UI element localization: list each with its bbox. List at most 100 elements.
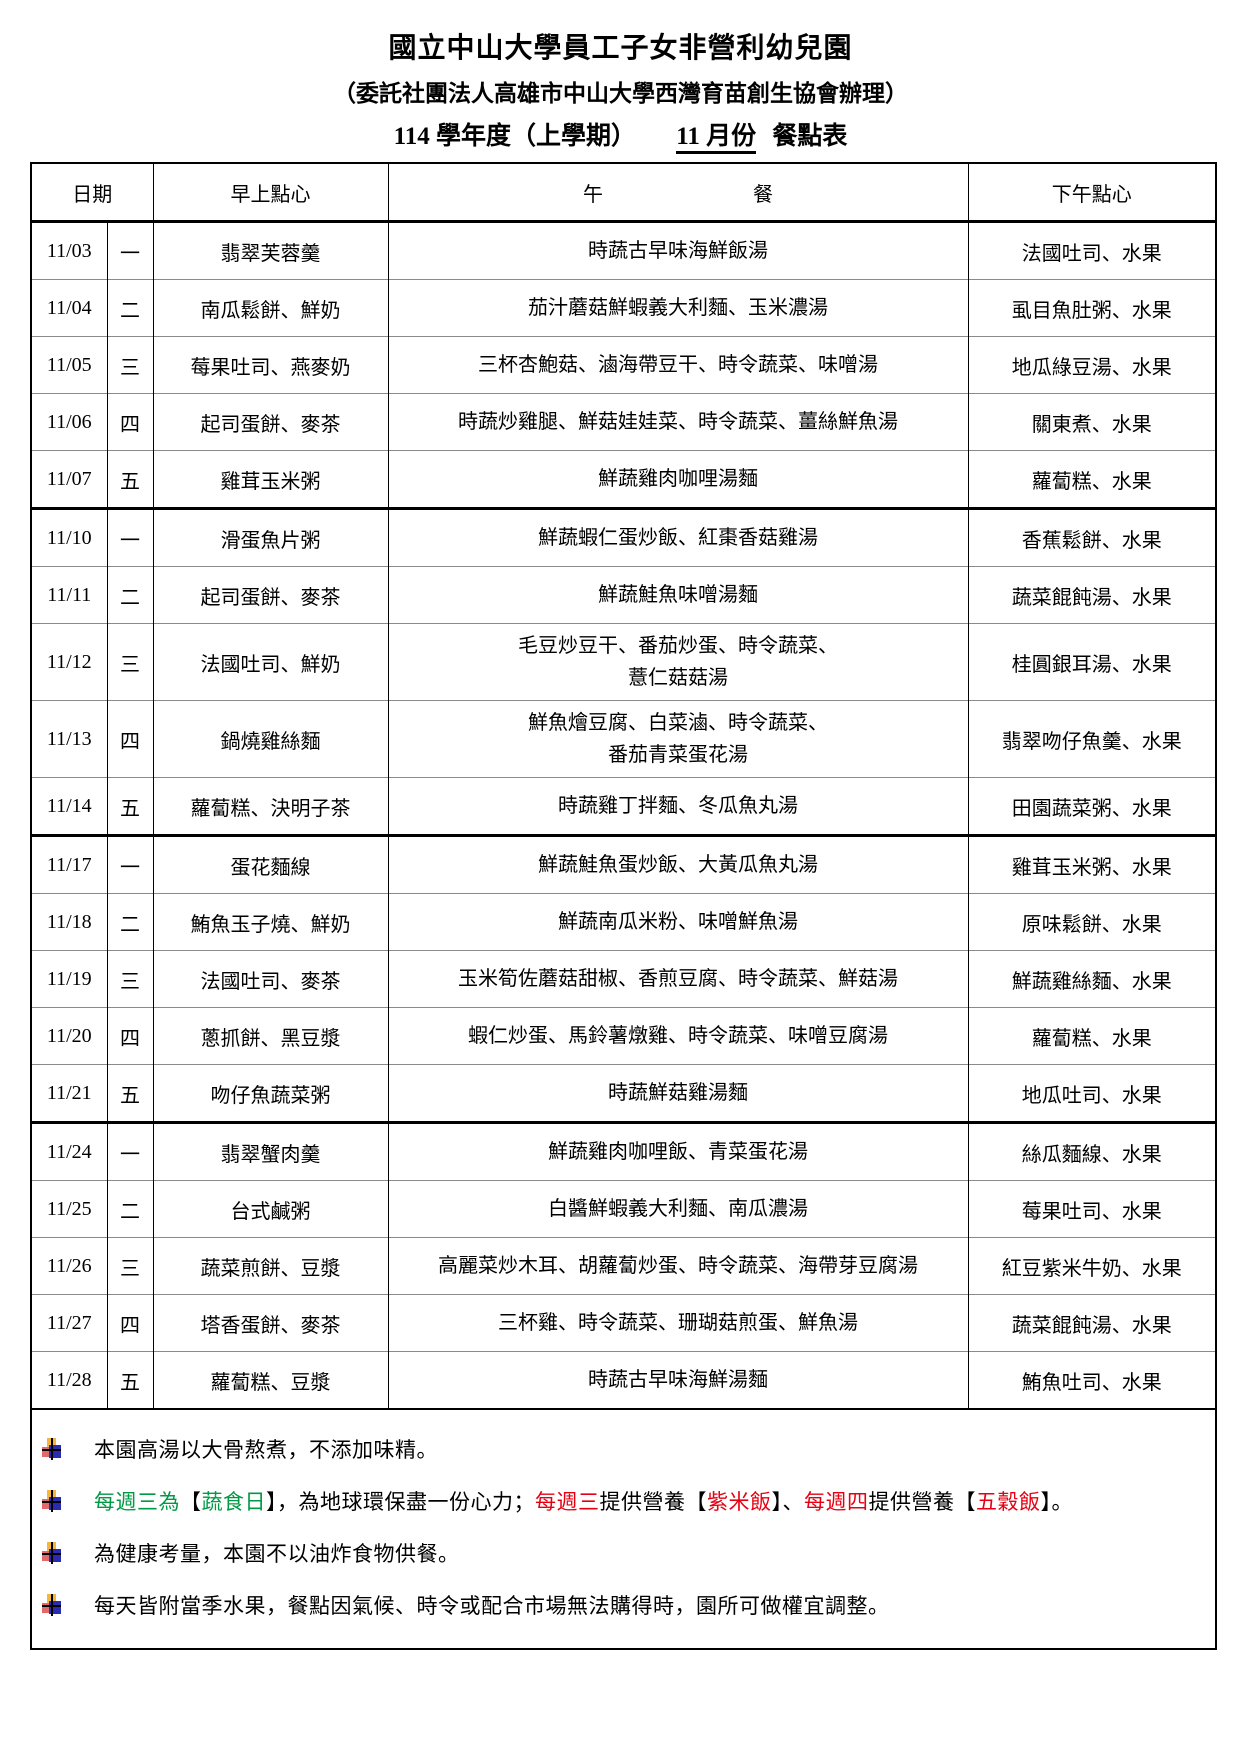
weekday-cell: 五	[106, 1351, 153, 1408]
afternoon-snack-cell: 翡翠吻仔魚羹、水果	[967, 700, 1215, 778]
weekday-cell: 四	[106, 393, 153, 451]
date-cell: 11/28	[32, 1351, 107, 1408]
lunch-cell: 三杯雞、時令蔬菜、珊瑚菇煎蛋、鮮魚湯	[387, 1294, 968, 1352]
morning-snack-cell: 起司蛋餅、麥茶	[152, 393, 388, 451]
weekday-cell: 三	[106, 623, 153, 701]
weekday-cell: 二	[106, 279, 153, 337]
lunch-cell: 鮮蔬南瓜米粉、味噌鮮魚湯	[387, 893, 968, 951]
menu-sheet: 日期 早上點心 午 餐 下午點心 11/03 一 翡翠芙蓉羹 時蔬古早味海鮮飯湯…	[30, 162, 1217, 1650]
term-line: 114 學年度（上學期） 11 月份 餐點表	[0, 116, 1241, 154]
lunch-cell: 鮮蔬雞肉咖哩湯麵	[387, 450, 968, 510]
date-cell: 11/25	[32, 1180, 107, 1238]
weekday-cell: 四	[106, 1294, 153, 1352]
weekday-cell: 五	[106, 777, 153, 837]
table-row: 11/07 五 雞茸玉米粥 鮮蔬雞肉咖哩湯麵 蘿蔔糕、水果	[32, 450, 1215, 510]
afternoon-snack-cell: 蘿蔔糕、水果	[967, 1007, 1215, 1065]
afternoon-snack-cell: 關東煮、水果	[967, 393, 1215, 451]
header-lunch-char2: 餐	[753, 183, 773, 206]
note-text: 為健康考量，本園不以油炸食物供餐。	[94, 1542, 460, 1566]
table-row: 11/04 二 南瓜鬆餅、鮮奶 茄汁蘑菇鮮蝦義大利麵、玉米濃湯 虱目魚肚粥、水果	[32, 279, 1215, 337]
note-item: 每天皆附當季水果，餐點因氣候、時令或配合市場無法購得時，園所可做權宜調整。	[40, 1586, 1215, 1624]
date-cell: 11/24	[32, 1122, 107, 1181]
date-cell: 11/07	[32, 450, 107, 510]
afternoon-snack-cell: 虱目魚肚粥、水果	[967, 279, 1215, 337]
table-row: 11/25 二 台式鹹粥 白醬鮮蝦義大利麵、南瓜濃湯 莓果吐司、水果	[32, 1180, 1215, 1238]
table-row: 11/17 一 蛋花麵線 鮮蔬鮭魚蛋炒飯、大黃瓜魚丸湯 雞茸玉米粥、水果	[32, 835, 1215, 894]
note-item: 每週三為【蔬食日】，為地球環保盡一份心力；每週三提供營養【紫米飯】、每週四提供營…	[40, 1482, 1215, 1520]
lunch-cell: 鮮蔬蝦仁蛋炒飯、紅棗香菇雞湯	[387, 508, 968, 567]
lunch-cell: 毛豆炒豆干、番茄炒蛋、時令蔬菜、 薏仁菇菇湯	[387, 623, 968, 701]
morning-snack-cell: 法國吐司、鮮奶	[152, 623, 388, 701]
table-row: 11/14 五 蘿蔔糕、決明子茶 時蔬雞丁拌麵、冬瓜魚丸湯 田園蔬菜粥、水果	[32, 777, 1215, 837]
weekday-cell: 三	[106, 336, 153, 394]
document-header: 國立中山大學員工子女非營利幼兒園 （委託社團法人高雄市中山大學西灣育苗創生協會辦…	[0, 0, 1241, 154]
morning-snack-cell: 塔香蛋餅、麥茶	[152, 1294, 388, 1352]
table-row: 11/06 四 起司蛋餅、麥茶 時蔬炒雞腿、鮮菇娃娃菜、時令蔬菜、薑絲鮮魚湯 關…	[32, 393, 1215, 451]
table-row: 11/28 五 蘿蔔糕、豆漿 時蔬古早味海鮮湯麵 鮪魚吐司、水果	[32, 1351, 1215, 1408]
table-row: 11/10 一 滑蛋魚片粥 鮮蔬蝦仁蛋炒飯、紅棗香菇雞湯 香蕉鬆餅、水果	[32, 508, 1215, 567]
morning-snack-cell: 滑蛋魚片粥	[152, 508, 388, 567]
date-cell: 11/20	[32, 1007, 107, 1065]
lunch-cell: 時蔬雞丁拌麵、冬瓜魚丸湯	[387, 777, 968, 837]
date-cell: 11/19	[32, 950, 107, 1008]
date-cell: 11/27	[32, 1294, 107, 1352]
header-afternoon-snack: 下午點心	[967, 164, 1215, 222]
note-item: 本園高湯以大骨熬煮，不添加味精。	[40, 1430, 1215, 1468]
morning-snack-cell: 鮪魚玉子燒、鮮奶	[152, 893, 388, 951]
note-bullet-icon	[42, 1438, 62, 1460]
doc-type-label: 餐點表	[772, 123, 848, 150]
date-cell: 11/13	[32, 700, 107, 778]
header-morning-snack: 早上點心	[152, 164, 388, 222]
table-row: 11/21 五 吻仔魚蔬菜粥 時蔬鮮菇雞湯麵 地瓜吐司、水果	[32, 1064, 1215, 1124]
lunch-cell: 時蔬古早味海鮮湯麵	[387, 1351, 968, 1408]
note-bullet-icon	[42, 1594, 62, 1616]
table-row: 11/11 二 起司蛋餅、麥茶 鮮蔬鮭魚味噌湯麵 蔬菜餛飩湯、水果	[32, 566, 1215, 624]
menu-table-header: 日期 早上點心 午 餐 下午點心	[32, 164, 1215, 222]
menu-table: 日期 早上點心 午 餐 下午點心 11/03 一 翡翠芙蓉羹 時蔬古早味海鮮飯湯…	[32, 164, 1215, 1408]
table-row: 11/26 三 蔬菜煎餅、豆漿 高麗菜炒木耳、胡蘿蔔炒蛋、時令蔬菜、海帶芽豆腐湯…	[32, 1237, 1215, 1295]
morning-snack-cell: 起司蛋餅、麥茶	[152, 566, 388, 624]
lunch-cell: 鮮蔬鮭魚味噌湯麵	[387, 566, 968, 624]
weekday-cell: 五	[106, 1064, 153, 1124]
header-row: 日期 早上點心 午 餐 下午點心	[32, 164, 1215, 222]
morning-snack-cell: 蔬菜煎餅、豆漿	[152, 1237, 388, 1295]
lunch-cell: 時蔬鮮菇雞湯麵	[387, 1064, 968, 1124]
weekday-cell: 三	[106, 950, 153, 1008]
date-cell: 11/14	[32, 777, 107, 837]
date-cell: 11/18	[32, 893, 107, 951]
morning-snack-cell: 南瓜鬆餅、鮮奶	[152, 279, 388, 337]
morning-snack-cell: 鍋燒雞絲麵	[152, 700, 388, 778]
note-bullet-icon	[42, 1542, 62, 1564]
morning-snack-cell: 莓果吐司、燕麥奶	[152, 336, 388, 394]
table-row: 11/13 四 鍋燒雞絲麵 鮮魚燴豆腐、白菜滷、時令蔬菜、 番茄青菜蛋花湯 翡翠吻…	[32, 700, 1215, 778]
weekday-cell: 一	[106, 1122, 153, 1181]
table-row: 11/19 三 法國吐司、麥茶 玉米筍佐蘑菇甜椒、香煎豆腐、時令蔬菜、鮮菇湯 鮮…	[32, 950, 1215, 1008]
afternoon-snack-cell: 田園蔬菜粥、水果	[967, 777, 1215, 837]
menu-table-body: 11/03 一 翡翠芙蓉羹 時蔬古早味海鮮飯湯 法國吐司、水果 11/04 二 …	[32, 220, 1215, 1408]
table-row: 11/12 三 法國吐司、鮮奶 毛豆炒豆干、番茄炒蛋、時令蔬菜、 薏仁菇菇湯 桂圓…	[32, 623, 1215, 701]
lunch-cell: 鮮蔬雞肉咖哩飯、青菜蛋花湯	[387, 1122, 968, 1181]
note-bullet-icon	[42, 1490, 62, 1512]
weekday-cell: 二	[106, 566, 153, 624]
weekday-cell: 二	[106, 1180, 153, 1238]
date-cell: 11/06	[32, 393, 107, 451]
header-lunch-char1: 午	[583, 183, 603, 206]
afternoon-snack-cell: 蘿蔔糕、水果	[967, 450, 1215, 510]
date-cell: 11/05	[32, 336, 107, 394]
weekday-cell: 五	[106, 450, 153, 510]
date-cell: 11/21	[32, 1064, 107, 1124]
table-row: 11/05 三 莓果吐司、燕麥奶 三杯杏鮑菇、滷海帶豆干、時令蔬菜、味噌湯 地瓜…	[32, 336, 1215, 394]
morning-snack-cell: 蛋花麵線	[152, 835, 388, 894]
date-cell: 11/26	[32, 1237, 107, 1295]
note-text: 每週三為【蔬食日】，為地球環保盡一份心力；每週三提供營養【紫米飯】、每週四提供營…	[94, 1490, 1073, 1514]
date-cell: 11/17	[32, 835, 107, 894]
note-item: 為健康考量，本園不以油炸食物供餐。	[40, 1534, 1215, 1572]
date-cell: 11/04	[32, 279, 107, 337]
note-text: 本園高湯以大骨熬煮，不添加味精。	[94, 1438, 438, 1462]
page-title: 國立中山大學員工子女非營利幼兒園	[388, 33, 853, 64]
header-date: 日期	[72, 183, 113, 206]
header-lunch: 午 餐	[387, 164, 968, 222]
afternoon-snack-cell: 雞茸玉米粥、水果	[967, 835, 1215, 894]
afternoon-snack-cell: 地瓜綠豆湯、水果	[967, 336, 1215, 394]
lunch-cell: 高麗菜炒木耳、胡蘿蔔炒蛋、時令蔬菜、海帶芽豆腐湯	[387, 1237, 968, 1295]
